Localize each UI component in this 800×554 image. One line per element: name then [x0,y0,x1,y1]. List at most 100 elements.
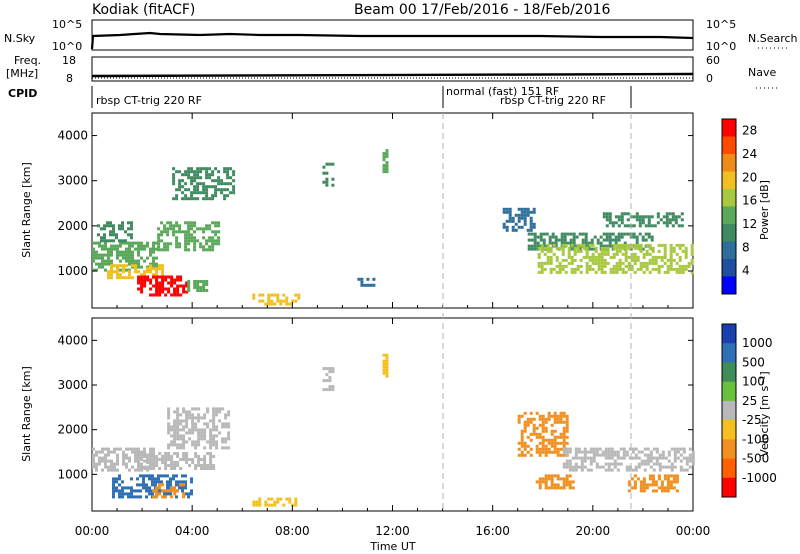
data-cell [646,453,650,457]
data-cell [678,246,682,250]
data-cell [565,414,569,418]
data-cell [184,221,188,225]
data-cell [555,264,559,268]
data-cell [540,270,544,274]
data-cell [137,278,141,282]
data-cell [196,283,200,286]
y-tick-label: 2000 [57,423,88,437]
data-cell [176,455,180,458]
data-cell [646,456,650,460]
data-cell [651,246,655,250]
data-cell [623,212,627,216]
data-cell [523,447,527,451]
data-cell [644,215,648,219]
data-cell [553,486,557,490]
data-cell [221,425,225,429]
data-cell [654,258,658,262]
data-cell [199,176,203,180]
data-cell [173,419,177,423]
data-cell [605,224,609,228]
data-cell [665,215,669,219]
data-cell [160,221,164,225]
data-cell [223,188,227,192]
data-cell [526,213,530,217]
data-cell [541,477,545,481]
data-cell [556,477,560,481]
data-cell [187,289,191,292]
data-cell [172,182,176,186]
data-cell [106,224,109,228]
data-cell [597,261,601,265]
data-cell [541,429,545,433]
data-cell [187,236,191,240]
data-cell [565,426,569,430]
data-cell [116,250,119,254]
data-cell [205,191,209,195]
data-cell [532,417,536,421]
data-cell [642,255,646,259]
data-cell [273,503,277,507]
data-cell [642,483,646,487]
data-cell [128,268,131,272]
data-cell [146,461,150,464]
data-cell [119,264,122,268]
data-cell [161,275,165,279]
data-cell [217,179,221,183]
data-cell [655,456,659,460]
colorbar-tick-label: 500 [742,355,765,369]
data-cell [149,287,153,291]
data-cell [258,503,262,507]
data-cell [181,486,184,490]
x-tick-label: 16:00 [475,524,510,538]
data-cell [633,252,637,256]
data-cell [553,483,557,487]
data-cell [208,248,212,252]
data-cell [98,462,101,466]
data-cell [187,176,191,180]
data-cell [176,410,180,414]
data-cell [584,235,588,239]
data-cell [691,450,695,454]
data-cell [581,232,585,236]
data-cell [104,453,107,457]
data-cell [151,480,154,484]
data-cell [626,218,630,222]
data-cell [679,468,683,472]
data-cell [666,270,670,274]
data-cell [639,264,643,268]
data-cell [529,219,533,223]
data-cell [264,500,268,504]
data-cell [101,244,104,248]
data-cell [209,437,213,441]
data-cell [199,289,203,292]
data-cell [657,264,661,268]
data-cell [651,249,655,253]
colorbar-segment [722,477,736,498]
data-cell [202,182,206,186]
data-cell [232,173,236,177]
data-cell [194,452,198,455]
data-cell [199,280,203,283]
data-cell [603,249,607,253]
data-cell [549,246,553,250]
data-cell [119,273,122,277]
data-cell [176,443,180,447]
data-cell [176,422,180,426]
data-cell [517,453,521,457]
data-cell [610,462,614,466]
data-cell [212,443,216,447]
data-cell [571,468,575,472]
data-cell [107,450,110,454]
data-cell [155,458,159,461]
data-cell [161,281,165,285]
data-cell [110,468,113,472]
data-cell [199,245,203,249]
data-cell [669,255,673,259]
data-cell [184,483,187,487]
data-cell [95,256,98,260]
data-cell [160,248,164,252]
data-cell [691,453,695,457]
data-cell [184,474,187,478]
data-cell [142,477,145,481]
data-cell [555,255,559,259]
